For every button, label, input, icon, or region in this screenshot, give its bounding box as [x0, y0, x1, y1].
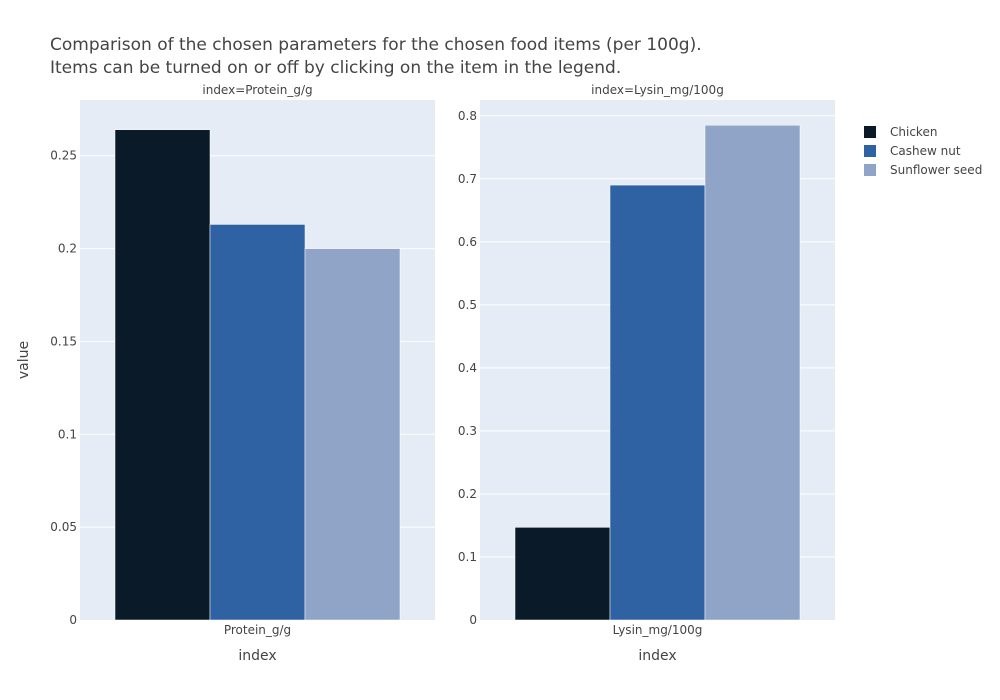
- legend-swatch: [864, 126, 876, 138]
- bar-sunflower-seed: [304, 248, 401, 621]
- x-axis-title: index: [638, 648, 676, 664]
- y-tick-label: 0.3: [458, 424, 477, 438]
- y-tick-label: 0.25: [50, 149, 77, 163]
- bar-chicken: [114, 129, 211, 621]
- legend-label: Cashew nut: [890, 144, 961, 158]
- x-tick-label: Protein_g/g: [224, 623, 291, 637]
- y-tick-label: 0.1: [58, 427, 77, 441]
- bar-cashew-nut: [609, 184, 706, 621]
- y-axis-title: value: [16, 341, 32, 379]
- bar-sunflower-seed: [704, 124, 801, 621]
- legend-swatch: [864, 145, 876, 157]
- chart-title-line-2: Items can be turned on or off by clickin…: [50, 58, 621, 78]
- legend-item-sunflower-seed[interactable]: Sunflower seed: [864, 163, 982, 177]
- chart-title-line-1: Comparison of the chosen parameters for …: [50, 35, 702, 55]
- legend-item-chicken[interactable]: Chicken: [864, 125, 937, 139]
- panel-1: 0 0.05 0.1 0.15 0.2 0.25 index=Protein_g/g Prot…: [50, 83, 435, 664]
- legend-label: Chicken: [890, 125, 937, 139]
- legend-item-cashew-nut[interactable]: Cashew nut: [864, 144, 961, 158]
- x-axis-title: index: [238, 648, 276, 664]
- y-tick-label: 0.1: [458, 550, 477, 564]
- y-tick-label: 0.15: [50, 334, 77, 348]
- y-tick-label: 0.2: [58, 242, 77, 256]
- facet-label: index=Protein_g/g: [202, 83, 312, 97]
- y-tick-label: 0.5: [458, 298, 477, 312]
- bar-cashew-nut: [209, 224, 306, 621]
- y-tick-label: 0: [469, 613, 477, 627]
- chart-panels: 0 0.05 0.1 0.15 0.2 0.25 index=Protein_g/g Prot…: [50, 83, 835, 664]
- legend-label: Sunflower seed: [890, 163, 982, 177]
- y-tick-label: 0.05: [50, 520, 77, 534]
- legend: Chicken Cashew nut Sunflower seed: [864, 125, 982, 177]
- facet-label: index=Lysin_mg/100g: [591, 83, 724, 97]
- bar-chicken: [514, 527, 611, 621]
- panel-2: 0 0.1 0.2 0.3 0.4 0.5 0.6 0.7 0.8 index=Lysin_mg/…: [458, 83, 835, 664]
- y-tick-label: 0.7: [458, 172, 477, 186]
- chart-title: Comparison of the chosen parameters for …: [50, 35, 702, 78]
- y-tick-label: 0.8: [458, 109, 477, 123]
- x-tick-label: Lysin_mg/100g: [613, 623, 703, 637]
- y-tick-label: 0.2: [458, 487, 477, 501]
- legend-swatch: [864, 164, 876, 176]
- y-tick-label: 0.4: [458, 361, 477, 375]
- y-tick-label: 0: [69, 613, 77, 627]
- y-tick-label: 0.6: [458, 235, 477, 249]
